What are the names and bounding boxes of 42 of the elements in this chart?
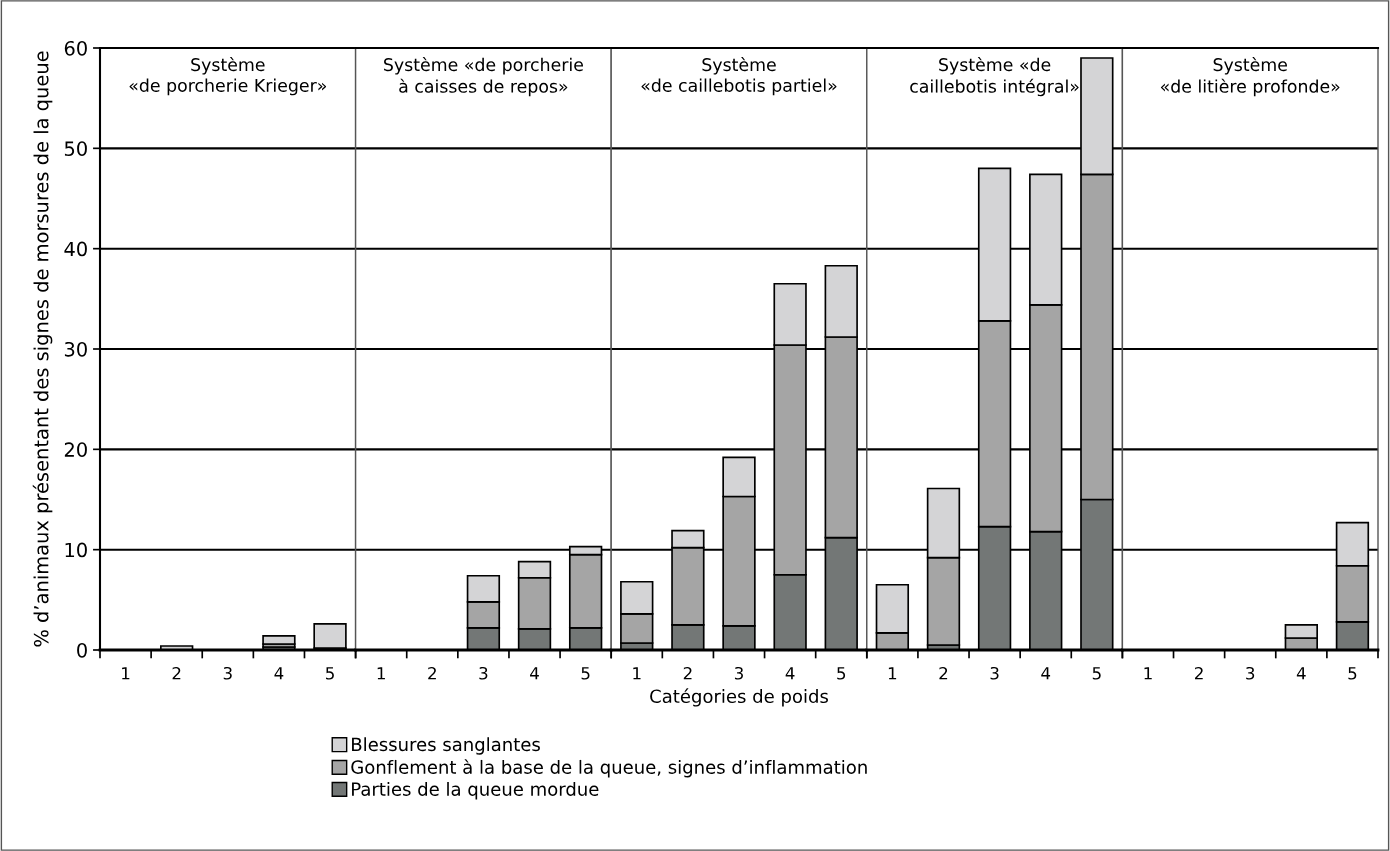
x-tick-label: 2	[428, 666, 436, 680]
y-tick-label: 50	[64, 141, 87, 156]
x-tick-label: 5	[326, 667, 334, 680]
x-tick-label: 5	[1092, 667, 1101, 680]
x-tick-label: 1	[633, 667, 641, 680]
x-tick-label: 1	[122, 667, 130, 680]
x-tick-label: 5	[1348, 667, 1357, 680]
y-tick-label: 0	[77, 642, 87, 658]
x-tick-label: 3	[223, 666, 232, 680]
legend-label: Blessures sanglantes	[352, 737, 540, 755]
y-tick-label: 40	[64, 241, 87, 257]
y-tick-label: 60	[64, 40, 87, 56]
x-tick-label: 4	[530, 667, 539, 680]
x-tick-label: 3	[1246, 666, 1255, 680]
x-tick-label: 3	[479, 666, 488, 680]
x-tick-label: 5	[581, 667, 590, 680]
x-tick-label: 3	[734, 666, 743, 680]
x-tick-label: 4	[1296, 667, 1306, 680]
legend-label: Parties de la queue mordue	[352, 781, 599, 800]
x-tick-label: 4	[274, 667, 284, 680]
y-tick-label: 30	[64, 341, 87, 357]
x-tick-label: 2	[939, 666, 948, 680]
x-tick-label: 4	[1041, 667, 1051, 680]
text: Système «de litière profonde»	[1160, 57, 1340, 97]
x-tick-label: 2	[1195, 666, 1203, 680]
x-tick-label: 2	[172, 666, 181, 680]
y-tick-label: 20	[64, 442, 87, 457]
x-axis-title: Catégories de poids	[650, 688, 828, 707]
x-tick-label: 3	[990, 666, 999, 680]
x-tick-label: 1	[1144, 667, 1152, 680]
x-tick-label: 1	[377, 667, 385, 680]
legend-label: Gonflement à la base de la queue, signes d’inflammation	[351, 759, 867, 778]
text: Système «de caillebotis partiel»	[641, 57, 837, 96]
text: Système «de porcherie à caisses de repos»	[384, 57, 583, 97]
text: Système «de porcherie Krieger»	[129, 57, 327, 96]
x-tick-label: 1	[888, 667, 897, 680]
y-axis-title: % d’animaux présentant des signes de morsures de la queue	[32, 51, 53, 647]
x-tick-label: 2	[683, 666, 692, 680]
x-tick-label: 4	[785, 667, 795, 680]
x-tick-label: 5	[837, 667, 846, 680]
text: Système «de caillebotis intégral»	[910, 57, 1079, 97]
y-tick-label: 10	[65, 542, 87, 558]
